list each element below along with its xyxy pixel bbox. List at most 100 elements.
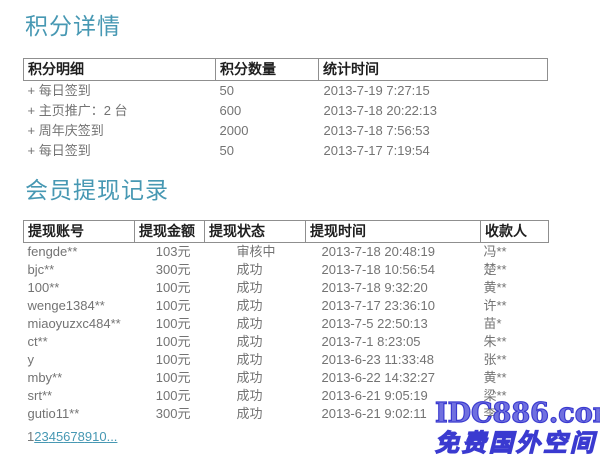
cell-points-detail: + 每日签到 (27, 83, 91, 98)
cell-stat-time: 2013-7-17 7:19:54 (323, 143, 430, 158)
col-header-amount: 提现金额 (134, 220, 205, 243)
cell-amount: 100元 (155, 298, 191, 313)
cell-payee: 张** (483, 352, 507, 367)
cell-status: 成功 (236, 352, 263, 367)
cell-account: 100** (27, 280, 60, 295)
cell-amount: 100元 (155, 316, 191, 331)
cell-time: 2013-6-21 9:05:19 (321, 388, 428, 403)
cell-payee: 黄** (483, 370, 507, 385)
cell-account: srt** (27, 388, 53, 403)
cell-account: miaoyuzxc484** (27, 316, 121, 331)
pagination-page-7-link[interactable]: 7 (70, 429, 78, 444)
table-row: wenge1384** 100元 成功 2013-7-17 23:36:10 许… (24, 297, 549, 315)
cell-payee: 朱** (483, 334, 507, 349)
cell-account: wenge1384** (27, 298, 105, 313)
withdraw-section-title: 会员提现记录 (25, 177, 169, 203)
cell-payee: 许** (483, 298, 507, 313)
cell-status: 成功 (236, 370, 263, 385)
cell-payee: 苗* (483, 316, 502, 331)
cell-time: 2013-7-17 23:36:10 (321, 298, 435, 313)
col-header-account: 提现账号 (23, 220, 135, 243)
cell-account: gutio11** (27, 406, 80, 421)
cell-amount: 103元 (155, 244, 191, 259)
cell-amount: 300元 (155, 262, 191, 277)
table-row: mby** 100元 成功 2013-6-22 14:32:27 黄** (24, 369, 549, 387)
cell-payee: 梁** (483, 388, 507, 403)
cell-time: 2013-7-5 22:50:13 (321, 316, 428, 331)
cell-stat-time: 2013-7-18 20:22:13 (323, 103, 437, 118)
cell-points-detail: + 周年庆签到 (27, 123, 104, 138)
cell-points-detail: + 主页推广：2 台 (27, 103, 128, 118)
pagination-page-4-link[interactable]: 4 (48, 429, 56, 444)
col-header-points-qty: 积分数量 (215, 58, 319, 81)
cell-account: fengde** (27, 244, 78, 259)
table-row: + 主页推广：2 台 600 2013-7-18 20:22:13 (24, 101, 548, 121)
cell-time: 2013-6-23 11:33:48 (321, 352, 435, 367)
cell-status: 成功 (236, 406, 263, 421)
cell-time: 2013-6-22 14:32:27 (321, 370, 435, 385)
cell-stat-time: 2013-7-18 7:56:53 (323, 123, 430, 138)
table-row: + 每日签到 50 2013-7-19 7:27:15 (24, 81, 548, 102)
col-header-status: 提现状态 (204, 220, 306, 243)
cell-payee: 楚** (483, 262, 507, 277)
cell-status: 成功 (236, 280, 263, 295)
pagination-page-2-link[interactable]: 2 (34, 429, 42, 444)
cell-payee: 冯** (483, 244, 507, 259)
table-row: srt** 100元 成功 2013-6-21 9:05:19 梁** (24, 387, 549, 405)
table-row: 100** 100元 成功 2013-7-18 9:32:20 黄** (24, 279, 549, 297)
cell-payee: 李** (483, 406, 507, 421)
cell-status: 审核中 (236, 244, 276, 259)
pagination-page-3-link[interactable]: 3 (41, 429, 49, 444)
cell-time: 2013-6-21 9:02:11 (321, 406, 427, 421)
cell-points-qty: 50 (219, 143, 234, 158)
points-table-header-row: 积分明细 积分数量 统计时间 (23, 58, 548, 81)
col-header-payee: 收款人 (480, 220, 549, 243)
table-row: fengde** 103元 审核中 2013-7-18 20:48:19 冯** (24, 243, 549, 262)
withdraw-table-header-row: 提现账号 提现金额 提现状态 提现时间 收款人 (23, 220, 549, 243)
cell-points-qty: 600 (219, 103, 242, 118)
cell-status: 成功 (236, 262, 263, 277)
table-row: bjc** 300元 成功 2013-7-18 10:56:54 楚** (24, 261, 549, 279)
cell-amount: 100元 (155, 334, 191, 349)
table-row: + 周年庆签到 2000 2013-7-18 7:56:53 (24, 121, 548, 141)
cell-amount: 100元 (155, 370, 191, 385)
cell-time: 2013-7-18 9:32:20 (321, 280, 428, 295)
cell-account: bjc** (27, 262, 55, 277)
cell-status: 成功 (236, 298, 263, 313)
cell-amount: 100元 (155, 280, 191, 295)
col-header-time: 提现时间 (305, 220, 481, 243)
pagination-page-9-link[interactable]: 9 (84, 429, 93, 444)
cell-amount: 100元 (155, 388, 191, 403)
col-header-stat-time: 统计时间 (318, 58, 548, 81)
pagination-current-page: 1 (27, 429, 35, 444)
cell-time: 2013-7-18 20:48:19 (321, 244, 435, 259)
pagination-page-6-link[interactable]: 6 (63, 429, 71, 444)
table-row: gutio11** 300元 成功 2013-6-21 9:02:11 李** (24, 405, 549, 423)
cell-points-qty: 50 (219, 83, 234, 98)
pagination-page-5-link[interactable]: 5 (55, 429, 64, 444)
cell-payee: 黄** (483, 280, 507, 295)
cell-points-detail: + 每日签到 (27, 143, 91, 158)
cell-status: 成功 (236, 388, 263, 403)
cell-account: mby** (27, 370, 63, 385)
cell-amount: 100元 (155, 352, 191, 367)
pagination-page-10-link[interactable]: 10 (92, 429, 107, 444)
cell-points-qty: 2000 (219, 123, 249, 138)
cell-status: 成功 (236, 316, 263, 331)
table-row: ct** 100元 成功 2013-7-1 8:23:05 朱** (24, 333, 549, 351)
cell-status: 成功 (236, 334, 263, 349)
pagination-more-link[interactable]: ... (106, 429, 118, 444)
cell-time: 2013-7-1 8:23:05 (321, 334, 421, 349)
page-content: 积分详情 积分明细 积分数量 统计时间 + 每日签到 50 2013-7-19 … (0, 12, 600, 444)
table-row: y 100元 成功 2013-6-23 11:33:48 张** (24, 351, 549, 369)
cell-amount: 300元 (155, 406, 191, 421)
cell-account: y (27, 352, 35, 367)
points-section-title: 积分详情 (25, 13, 121, 39)
col-header-points-detail: 积分明细 (23, 58, 216, 81)
table-row: miaoyuzxc484** 100元 成功 2013-7-5 22:50:13… (24, 315, 549, 333)
withdraw-table: 提现账号 提现金额 提现状态 提现时间 收款人 fengde** 103元 审核… (23, 220, 549, 423)
pagination: 12345678910... (27, 429, 600, 444)
points-table: 积分明细 积分数量 统计时间 + 每日签到 50 2013-7-19 7:27:… (23, 58, 548, 161)
table-row: + 每日签到 50 2013-7-17 7:19:54 (24, 141, 548, 161)
pagination-page-8-link[interactable]: 8 (77, 429, 85, 444)
